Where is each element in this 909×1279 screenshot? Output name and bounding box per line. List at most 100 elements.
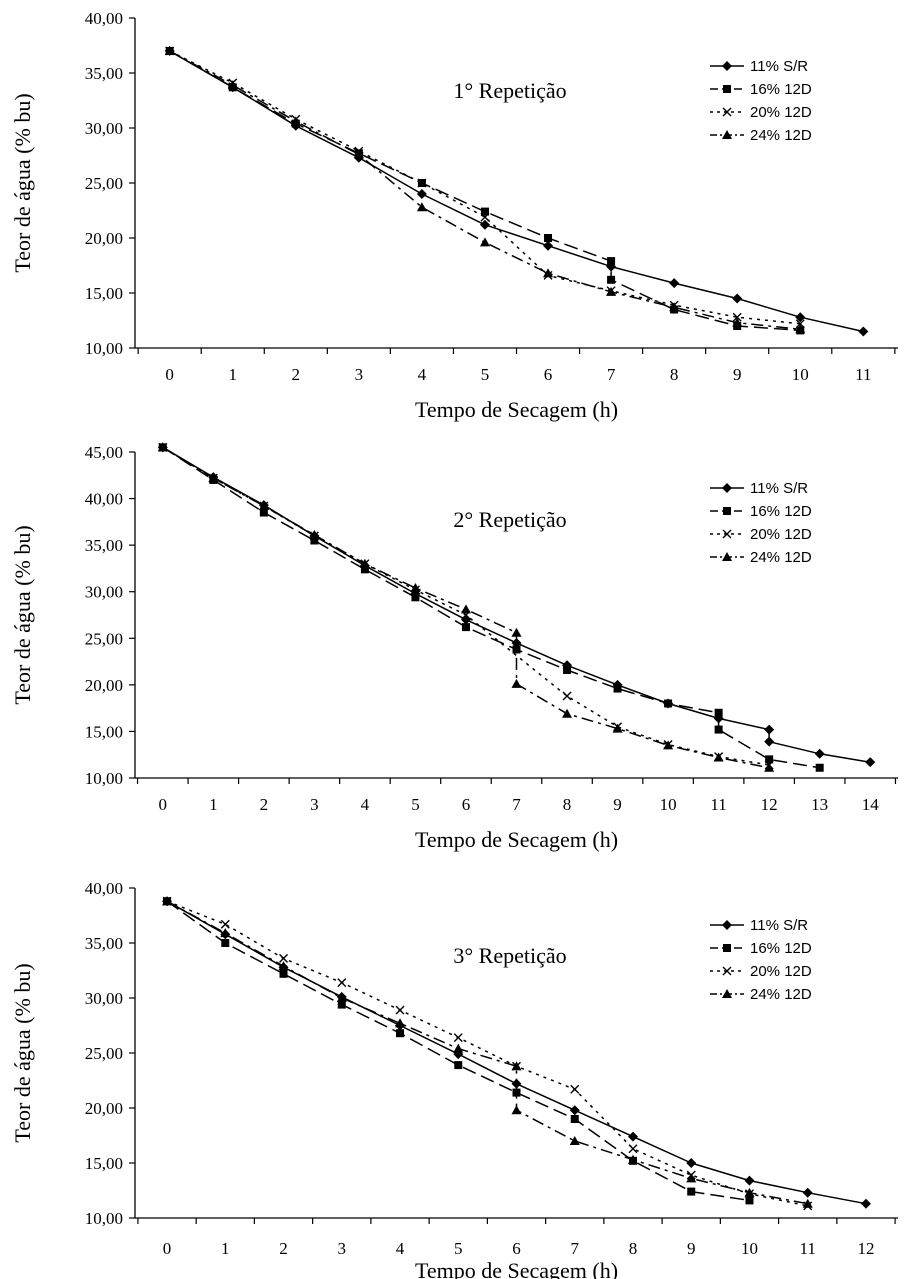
data-point <box>765 755 774 764</box>
x-tick-label: 9 <box>733 365 742 384</box>
data-point <box>511 627 522 637</box>
x-tick-label: 0 <box>159 795 168 814</box>
legend-entry: 20% 12D <box>710 104 812 121</box>
data-point <box>663 740 674 750</box>
legend-label: 11% S/R <box>750 480 808 497</box>
legend-entry: 24% 12D <box>710 127 812 144</box>
data-point <box>802 1198 813 1208</box>
x-tick-label: 5 <box>481 365 490 384</box>
data-point <box>569 1105 580 1116</box>
data-point <box>410 582 421 592</box>
legend-entry: 11% S/R <box>710 58 808 75</box>
x-tick-label: 6 <box>544 365 553 384</box>
series-line <box>162 446 770 769</box>
x-tick-label: 5 <box>454 1239 463 1258</box>
data-point <box>309 529 320 539</box>
legend-entry: 16% 12D <box>710 503 812 520</box>
legend-entry: 20% 12D <box>710 963 812 980</box>
legend-label: 20% 12D <box>750 963 812 980</box>
y-tick-label: 20,00 <box>85 229 123 248</box>
x-tick-label: 1 <box>228 365 237 384</box>
series-24-12d <box>157 442 775 772</box>
data-point <box>416 189 427 199</box>
panel-title: 2° Repetição <box>453 507 566 532</box>
data-point <box>480 207 489 216</box>
data-point <box>416 202 427 212</box>
data-point <box>479 237 490 247</box>
legend-marker <box>722 920 732 930</box>
data-point <box>395 1005 405 1015</box>
data-point <box>162 896 173 906</box>
data-point <box>511 1061 522 1071</box>
data-point <box>480 212 490 222</box>
data-point <box>860 1198 871 1209</box>
legend-label: 24% 12D <box>750 986 812 1003</box>
data-point <box>157 442 168 452</box>
data-point <box>795 319 805 329</box>
data-point <box>732 293 743 304</box>
y-tick-label: 40,00 <box>85 490 123 509</box>
data-point <box>713 752 724 762</box>
x-tick-label: 4 <box>418 365 427 384</box>
data-point <box>607 275 616 284</box>
x-tick-label: 6 <box>462 795 471 814</box>
data-point <box>278 961 289 971</box>
legend-label: 11% S/R <box>750 917 808 934</box>
data-point <box>479 219 490 230</box>
data-point <box>396 1029 405 1038</box>
y-tick-label: 35,00 <box>85 934 123 953</box>
series-line <box>166 900 808 1207</box>
data-point <box>764 724 775 735</box>
x-tick-label: 11 <box>710 795 726 814</box>
legend-label: 16% 12D <box>750 81 812 98</box>
data-point <box>336 993 347 1002</box>
data-point <box>563 665 572 674</box>
legend-entry: 11% S/R <box>710 480 808 497</box>
data-point <box>279 953 289 963</box>
x-tick-label: 14 <box>862 795 880 814</box>
data-point <box>865 757 876 768</box>
data-point <box>310 536 319 545</box>
data-point <box>337 1000 346 1009</box>
y-tick-label: 25,00 <box>85 1044 123 1063</box>
y-tick-label: 25,00 <box>85 174 123 193</box>
x-tick-label: 12 <box>857 1239 874 1258</box>
legend-label: 16% 12D <box>750 940 812 957</box>
legend-marker <box>722 529 732 539</box>
data-point <box>628 1144 638 1154</box>
data-point <box>802 1187 813 1198</box>
chart-panel-2: 10,00 15,00 20,00 25,00 30,00 35,00 40,00 45,00… <box>10 442 898 852</box>
y-tick-label: 30,00 <box>85 119 123 138</box>
data-point <box>461 623 470 632</box>
series-line <box>169 50 801 332</box>
data-point <box>744 1175 755 1186</box>
y-axis-title: Teor de água (% bu) <box>10 525 35 704</box>
data-point <box>511 1105 522 1115</box>
legend-entry: 24% 12D <box>710 549 812 566</box>
data-point <box>359 558 370 568</box>
data-point <box>732 317 743 327</box>
legend-label: 11% S/R <box>750 58 808 75</box>
x-tick-label: 3 <box>338 1239 347 1258</box>
data-point <box>208 473 219 483</box>
legend-label: 24% 12D <box>750 127 812 144</box>
data-point <box>453 1033 463 1043</box>
y-tick-label: 20,00 <box>85 1099 123 1118</box>
panel-title: 3° Repetição <box>453 943 566 968</box>
data-point <box>512 1088 521 1097</box>
legend-marker <box>723 507 731 515</box>
data-point <box>714 708 723 717</box>
x-tick-label: 9 <box>687 1239 696 1258</box>
data-point <box>612 723 623 733</box>
x-tick-label: 12 <box>761 795 778 814</box>
y-tick-label: 15,00 <box>85 284 123 303</box>
x-tick-label: 8 <box>563 795 572 814</box>
legend-label: 16% 12D <box>750 503 812 520</box>
x-tick-label: 0 <box>163 1239 172 1258</box>
data-point <box>570 1115 579 1123</box>
x-tick-label: 1 <box>221 1239 230 1258</box>
data-point <box>411 593 420 602</box>
data-point <box>815 763 824 772</box>
legend-marker <box>723 944 731 952</box>
